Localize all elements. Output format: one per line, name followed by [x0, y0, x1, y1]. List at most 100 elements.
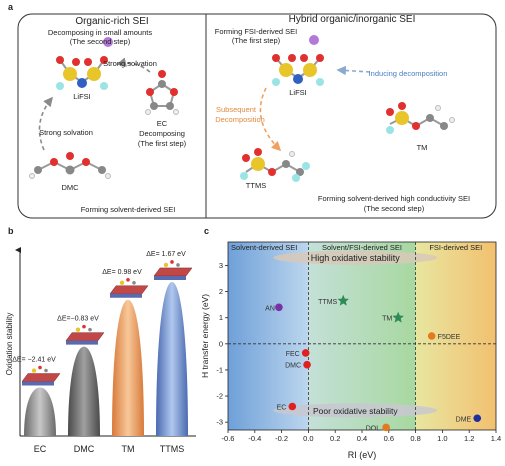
decomposing-small-label: Decomposing in small amounts: [48, 28, 152, 37]
forming-solvent-derived-label: Forming solvent-derived SEI: [81, 205, 176, 214]
category-label-tm: TM: [122, 444, 135, 454]
x-tick-label: -0.4: [248, 434, 261, 443]
y-tick-label: -3: [216, 418, 223, 427]
organic-rich-sei-title: Organic-rich SEI: [75, 16, 148, 27]
x-tick-label: 0.8: [410, 434, 420, 443]
decomposition-label: Decomposition: [215, 115, 265, 124]
y-tick-label: 1: [219, 313, 223, 322]
y-tick-label: 0: [219, 339, 223, 348]
point-an: [275, 303, 283, 312]
x-tick-label: 0.0: [303, 434, 313, 443]
right-second-step-label: (The second step): [364, 204, 425, 213]
dmc-molecule: [29, 152, 111, 179]
li-ion-sphere-left: [103, 37, 113, 47]
point-tm: [392, 311, 404, 323]
panel-c-ylabel: H transfer energy (eV): [200, 294, 210, 378]
x-tick-label: -0.2: [275, 434, 288, 443]
bar-ttms: [156, 281, 188, 436]
delta-e-label-ec: ΔE= −2.41 eV: [12, 357, 56, 364]
x-tick-label: 1.2: [464, 434, 474, 443]
subsequent-label: Subsequent: [216, 105, 257, 114]
point-label-tm: TM: [382, 316, 392, 323]
panel-c-letter: c: [204, 226, 210, 236]
y-tick-label: -1: [216, 365, 223, 374]
panel-a-frame: [17, 13, 497, 219]
category-label-ttms: TTMS: [160, 444, 185, 454]
ec-molecule: [145, 70, 179, 115]
ec-first-step-label: (The first step): [138, 139, 187, 148]
point-fec: [301, 349, 310, 357]
ttms-label: TTMS: [246, 181, 266, 190]
point-label-an: AN: [265, 305, 275, 312]
poor-stability-ellipse: [273, 403, 438, 418]
arrow-strong-solvation-left: [38, 96, 54, 151]
surface-model-tm: [109, 278, 149, 298]
ttms-molecule: [240, 148, 310, 182]
point-label-ec: EC: [277, 405, 287, 412]
arrow-inducing-decomposition: [336, 65, 371, 76]
dmc-label: DMC: [61, 183, 79, 192]
lifsi-molecule-left: [56, 56, 108, 90]
category-label-dmc: DMC: [74, 444, 95, 454]
strong-solvation-left-label: Strong solvation: [39, 128, 93, 137]
surface-model-dmc: [65, 324, 105, 345]
point-label-fec: FEC: [286, 351, 300, 358]
high-oxidative-stability-label: High oxidative stability: [311, 253, 401, 263]
delta-e-label-tm: ΔE= 0.98 eV: [102, 269, 142, 276]
y-tick-label: 2: [219, 287, 223, 296]
li-ion-sphere-right: [309, 35, 319, 45]
surface-model-ttms: [153, 260, 193, 280]
delta-e-label-ttms: ΔE= 1.67 eV: [146, 251, 186, 258]
ec-label: EC: [157, 119, 168, 128]
region-title-0: Solvent-derived SEI: [231, 243, 297, 252]
right-first-step-label: (The first step): [232, 36, 281, 45]
surface-model-ec: [21, 365, 61, 386]
panel-a-letter: a: [8, 2, 14, 12]
point-label-ttms: TTMS: [318, 299, 337, 306]
x-tick-label: 0.4: [357, 434, 367, 443]
oxidation-stability-chart: Oxidation stability ΔE= −2.41 eV EC ΔE=−0.…: [5, 247, 196, 454]
arrow-strong-solvation-top: [116, 57, 151, 73]
tm-label: TM: [417, 143, 428, 152]
point-label-dme: DME: [456, 416, 472, 423]
tm-molecule: [386, 102, 455, 134]
point-dol: [382, 423, 390, 432]
strong-solvation-top-label: Strong solvation: [103, 59, 157, 68]
high-stability-ellipse: [273, 250, 438, 265]
panel-c-xlabel: RI (eV): [348, 450, 377, 460]
region-solvent-fsi-derived: [308, 242, 416, 430]
point-f5dee: [427, 332, 436, 340]
forming-fsi-label: Forming FSI-derived SEI: [215, 27, 298, 36]
panel-b-letter: b: [8, 226, 14, 236]
panel-a-figure: Organic-rich SEI Decomposing in small am…: [17, 13, 497, 219]
point-ec: [288, 402, 297, 411]
x-tick-label: -0.6: [222, 434, 235, 443]
point-dme: [473, 414, 482, 423]
poor-oxidative-stability-label: Poor oxidative stability: [313, 406, 398, 416]
forming-high-conductivity-label: Forming solvent-derived high conductivit…: [318, 194, 470, 203]
category-label-ec: EC: [34, 444, 47, 454]
left-second-step-label: (The second step): [70, 37, 131, 46]
region-title-2: FSI-derived SEI: [429, 243, 482, 252]
inducing-decomposition-label: Inducing decomposition: [369, 69, 448, 78]
point-label-dol: DOL: [366, 425, 381, 432]
h-transfer-scatter-chart: -0.6 -0.4 -0.2 0.0 0.2 0.4 0.6 0.8 1.0 1.2 1.4 -3 -2…: [200, 241, 501, 460]
bar-dmc: [68, 346, 100, 436]
lifsi-label-right: LiFSI: [289, 88, 307, 97]
x-tick-label: 0.6: [384, 434, 394, 443]
y-tick-label: -2: [216, 392, 223, 401]
region-title-1: Solvent/FSI-derived SEI: [322, 243, 402, 252]
bar-tm: [112, 299, 144, 436]
delta-e-label-dmc: ΔE=−0.83 eV: [57, 316, 99, 323]
bar-ec: [24, 387, 56, 436]
lifsi-molecule-right: [272, 54, 324, 86]
point-label-f5dee: F5DEE: [438, 334, 461, 341]
lifsi-label-left: LiFSI: [73, 92, 91, 101]
x-tick-label: 1.0: [437, 434, 447, 443]
x-tick-label: 1.4: [491, 434, 501, 443]
point-dmc: [303, 360, 311, 369]
panel-b-ylabel: Oxidation stability: [5, 313, 14, 376]
x-tick-label: 0.2: [330, 434, 340, 443]
ec-decomposing-label: Decomposing: [139, 129, 185, 138]
y-tick-label: 3: [219, 261, 223, 270]
